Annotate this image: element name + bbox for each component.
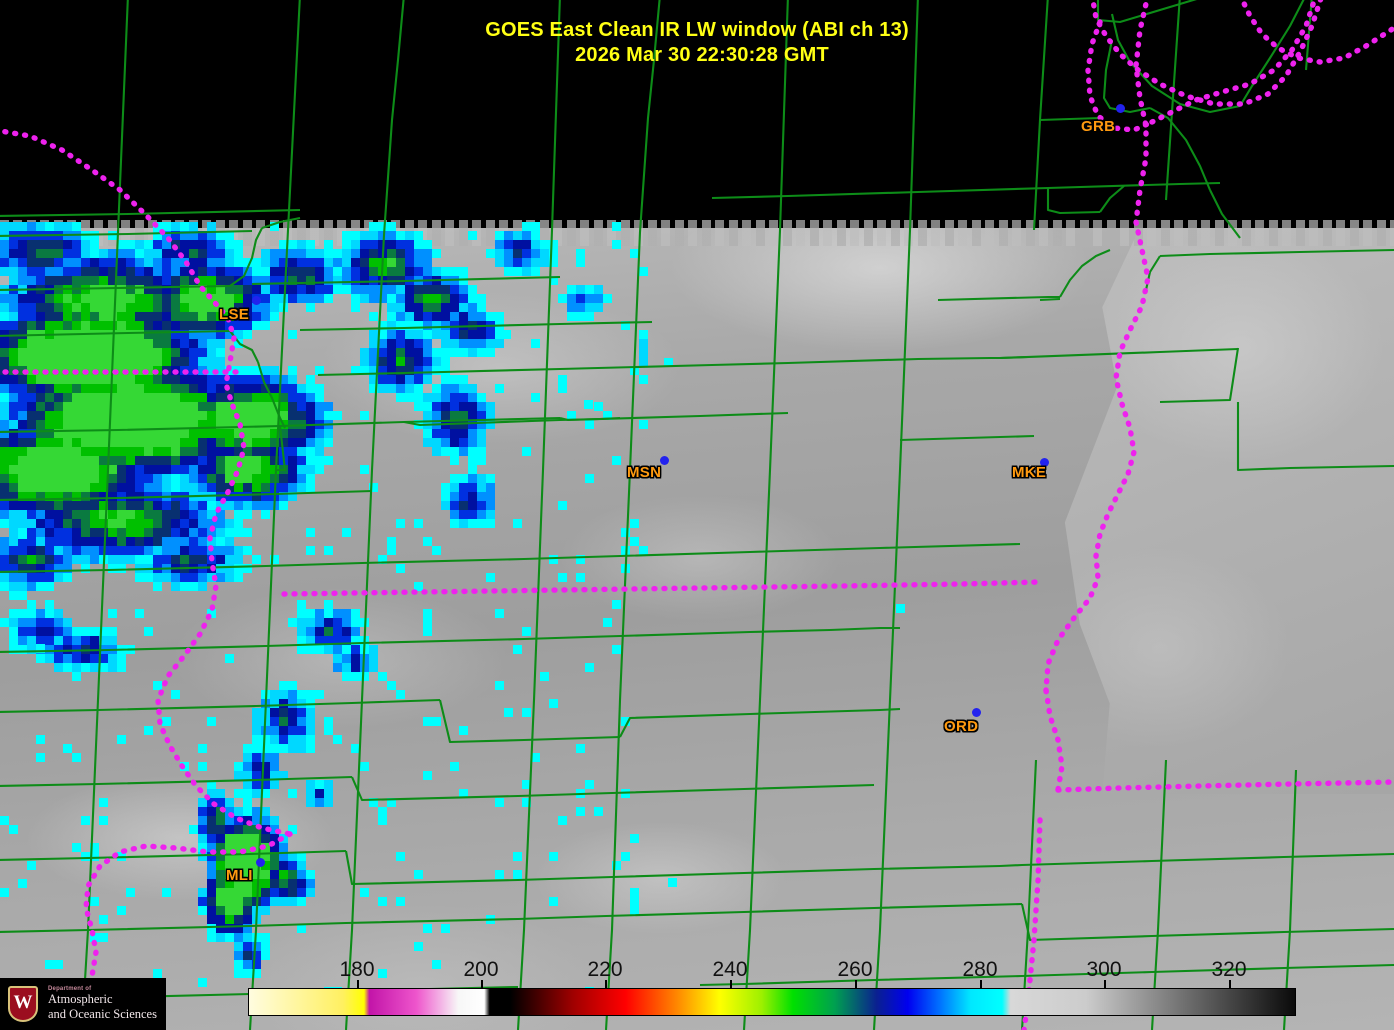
station-label: GRB — [1081, 118, 1116, 135]
station-label: LSE — [219, 306, 250, 323]
station-dot-icon — [660, 456, 669, 465]
crest-letter: W — [13, 992, 33, 1013]
station-dot-icon — [1040, 458, 1049, 467]
colorbar-tick-label: 320 — [1211, 958, 1247, 981]
uw-aos-logo: W Department of Atmospheric and Oceanic … — [0, 978, 166, 1030]
colorbar-tick-mark — [1104, 980, 1106, 989]
colorbar-tick-mark — [980, 980, 982, 989]
station-dot-icon — [1116, 104, 1125, 113]
lake-michigan-surface-layer — [1064, 228, 1394, 794]
colorbar-gradient — [248, 988, 1296, 1016]
colorbar-tick-label: 260 — [837, 958, 873, 981]
colorbar-tick-label: 240 — [712, 958, 748, 981]
station-dot-icon — [972, 708, 981, 717]
colorbar-tick-label: 180 — [339, 958, 375, 981]
logo-atmospheric-line: Atmospheric — [48, 992, 113, 1006]
station-label: MKE — [1012, 464, 1047, 481]
colorbar-tick-mark — [605, 980, 607, 989]
logo-oceanic-line: and Oceanic Sciences — [48, 1007, 157, 1021]
colorbar-tick-mark — [730, 980, 732, 989]
colorbar-tick-label: 280 — [962, 958, 998, 981]
colorbar-tick-marks — [248, 980, 1296, 989]
logo-department-line: Department of — [48, 986, 92, 992]
colorbar-tick-label: 200 — [463, 958, 499, 981]
station-dot-icon — [252, 296, 261, 305]
station-label: MSN — [627, 464, 662, 481]
colorbar — [248, 988, 1296, 1016]
colorbar-tick-mark — [357, 980, 359, 989]
colorbar-tick-mark — [481, 980, 483, 989]
colorbar-tick-mark — [855, 980, 857, 989]
colorbar-tick-labels: 180 200 220 240 260 280 300 320 — [0, 958, 1394, 984]
colorbar-tick-mark — [1229, 980, 1231, 989]
station-label: ORD — [944, 718, 979, 735]
station-label: MLI — [226, 867, 253, 884]
colorbar-tick-label: 220 — [587, 958, 623, 981]
uw-crest-icon: W — [4, 982, 42, 1026]
station-dot-icon — [256, 858, 265, 867]
colorbar-tick-label: 300 — [1086, 958, 1122, 981]
